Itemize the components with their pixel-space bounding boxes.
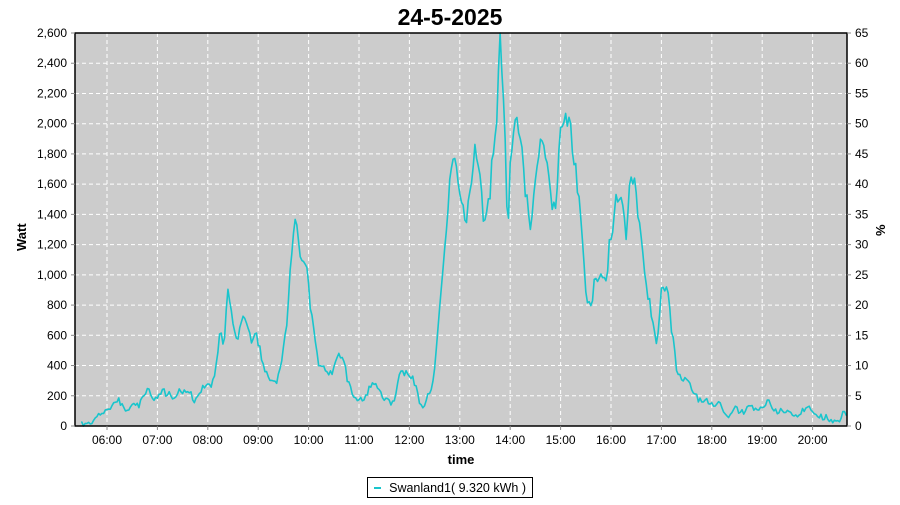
svg-text:20: 20	[855, 298, 869, 312]
svg-text:1,800: 1,800	[37, 147, 67, 161]
svg-text:15: 15	[855, 328, 869, 342]
svg-text:14:00: 14:00	[495, 433, 525, 447]
svg-text:16:00: 16:00	[596, 433, 626, 447]
svg-text:0: 0	[60, 419, 67, 433]
svg-text:25: 25	[855, 268, 869, 282]
svg-text:200: 200	[47, 389, 67, 403]
svg-text:2,200: 2,200	[37, 86, 67, 100]
svg-text:08:00: 08:00	[193, 433, 223, 447]
svg-text:09:00: 09:00	[243, 433, 273, 447]
svg-text:600: 600	[47, 328, 67, 342]
svg-text:2,400: 2,400	[37, 56, 67, 70]
svg-text:2,000: 2,000	[37, 117, 67, 131]
svg-text:18:00: 18:00	[697, 433, 727, 447]
svg-text:50: 50	[855, 117, 869, 131]
svg-text:800: 800	[47, 298, 67, 312]
svg-text:60: 60	[855, 56, 869, 70]
svg-text:13:00: 13:00	[445, 433, 475, 447]
svg-text:19:00: 19:00	[747, 433, 777, 447]
svg-text:35: 35	[855, 207, 869, 221]
svg-text:1,000: 1,000	[37, 268, 67, 282]
svg-text:17:00: 17:00	[646, 433, 676, 447]
svg-text:45: 45	[855, 147, 869, 161]
svg-text:10:00: 10:00	[294, 433, 324, 447]
svg-text:0: 0	[855, 419, 862, 433]
svg-text:11:00: 11:00	[344, 433, 373, 447]
svg-text:07:00: 07:00	[142, 433, 172, 447]
svg-text:400: 400	[47, 359, 67, 373]
svg-text:20:00: 20:00	[798, 433, 828, 447]
svg-text:06:00: 06:00	[92, 433, 122, 447]
svg-text:12:00: 12:00	[394, 433, 424, 447]
svg-text:40: 40	[855, 177, 869, 191]
svg-text:1,400: 1,400	[37, 207, 67, 221]
svg-text:55: 55	[855, 86, 869, 100]
svg-text:15:00: 15:00	[546, 433, 576, 447]
svg-text:10: 10	[855, 359, 869, 373]
svg-text:5: 5	[855, 389, 862, 403]
svg-text:30: 30	[855, 238, 869, 252]
svg-text:1,600: 1,600	[37, 177, 67, 191]
